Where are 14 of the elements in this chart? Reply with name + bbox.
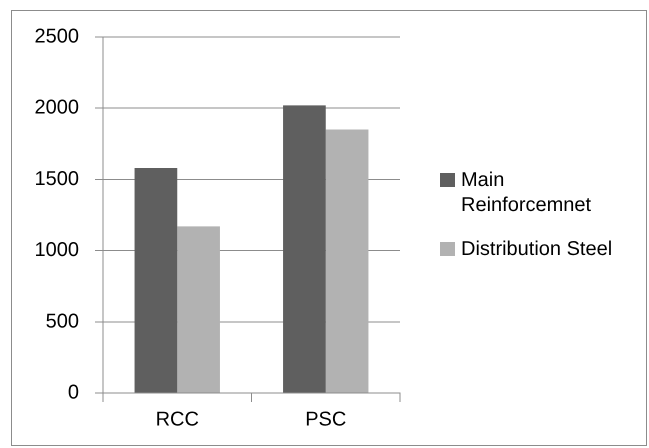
bar [283,105,326,392]
x-tick-label: PSC [305,408,346,431]
y-tick-label: 0 [68,382,79,404]
y-tick-label: 2000 [34,96,79,119]
y-tick-label: 1000 [34,239,79,262]
bar [326,130,368,392]
bar [134,168,178,392]
y-tick-label: 1500 [34,168,79,190]
y-tick-label: 2500 [34,26,79,48]
bar [177,226,220,392]
legend-label: Main Reinforcemnet [461,168,592,218]
x-tick-label: RCC [156,408,199,431]
y-tick-label: 500 [46,310,79,332]
legend-label: Distribution Steel [461,237,612,262]
